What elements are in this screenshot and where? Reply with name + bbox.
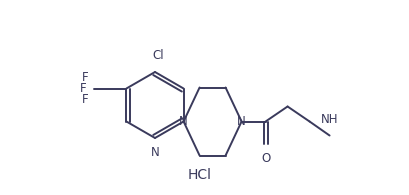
Text: F: F — [82, 71, 88, 84]
Text: HCl: HCl — [188, 168, 211, 182]
Text: O: O — [260, 152, 270, 165]
Text: Cl: Cl — [152, 49, 164, 62]
Text: N: N — [179, 115, 187, 128]
Text: NH: NH — [320, 113, 337, 126]
Text: N: N — [150, 146, 159, 159]
Text: F: F — [82, 93, 88, 106]
Text: N: N — [237, 115, 245, 128]
Text: F: F — [80, 82, 86, 95]
